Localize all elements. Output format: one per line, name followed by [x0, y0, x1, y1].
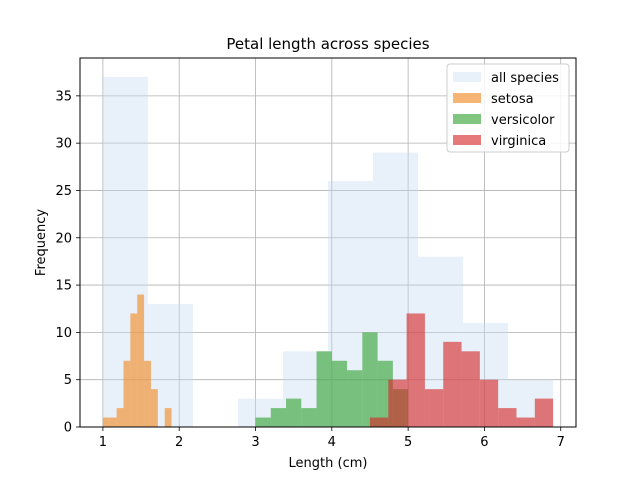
legend-label-setosa: setosa — [491, 92, 534, 107]
y-tick-label: 20 — [55, 231, 72, 246]
bar-versicolor — [316, 351, 332, 427]
legend-box — [446, 63, 570, 153]
legend-swatch-virginica — [453, 135, 481, 145]
y-tick-label: 25 — [55, 184, 72, 199]
legend-label-all-species: all species — [491, 71, 559, 86]
x-tick-label: 7 — [557, 435, 565, 450]
bar-virginica — [534, 398, 554, 427]
x-tick-label: 4 — [328, 435, 336, 450]
plot-frame — [79, 57, 577, 428]
bar-versicolor — [270, 408, 287, 427]
bar-virginica — [498, 408, 517, 427]
bar-setosa — [164, 408, 172, 427]
legend-label-virginica: virginica — [491, 134, 546, 149]
bar-versicolor — [362, 332, 378, 427]
bar-versicolor — [331, 360, 348, 427]
bar-setosa — [144, 360, 151, 427]
bar-setosa — [137, 294, 145, 427]
bar-setosa — [116, 408, 124, 427]
y-tick-label: 35 — [55, 89, 72, 104]
y-tick-label: 0 — [64, 421, 72, 436]
bar-versicolor — [301, 408, 317, 427]
bar-versicolor — [255, 417, 271, 427]
bar-versicolor — [286, 398, 302, 427]
y-tick-label: 5 — [64, 373, 72, 388]
axis-ticks: 1 2 3 4 5 6 7 0 5 10 15 20 25 30 35 — [55, 89, 564, 450]
bar-setosa — [150, 389, 158, 427]
legend-swatch-versicolor — [453, 114, 481, 124]
bar-virginica — [388, 379, 407, 427]
x-tick-label: 5 — [404, 435, 412, 450]
x-tick-label: 3 — [251, 435, 259, 450]
bar-virginica — [443, 341, 462, 427]
bar-virginica — [406, 313, 425, 427]
bar-virginica — [369, 417, 389, 427]
histogram-bars — [102, 76, 554, 427]
legend-label-versicolor: versicolor — [491, 113, 555, 128]
bar-virginica — [461, 351, 480, 427]
x-tick-label: 6 — [480, 435, 488, 450]
bar-versicolor — [347, 370, 363, 427]
bar-setosa — [109, 417, 117, 427]
chart-title: Petal length across species — [226, 35, 429, 53]
x-axis-label: Length (cm) — [289, 456, 368, 471]
x-tick-label: 1 — [99, 435, 107, 450]
bar-setosa — [130, 313, 138, 427]
bar-virginica — [424, 389, 444, 427]
legend-swatch-all-species — [453, 72, 481, 82]
y-tick-label: 30 — [55, 137, 72, 152]
legend-swatch-setosa — [453, 93, 481, 103]
bar-setosa — [123, 360, 131, 427]
bar-setosa — [102, 417, 110, 427]
y-axis-label: Frequency — [34, 209, 49, 276]
x-tick-label: 2 — [175, 435, 183, 450]
bar-virginica — [479, 379, 499, 427]
y-tick-label: 10 — [55, 326, 72, 341]
y-tick-label: 15 — [55, 279, 72, 294]
legend: all species setosa versicolor virginica — [446, 63, 570, 153]
bar-virginica — [516, 417, 535, 427]
